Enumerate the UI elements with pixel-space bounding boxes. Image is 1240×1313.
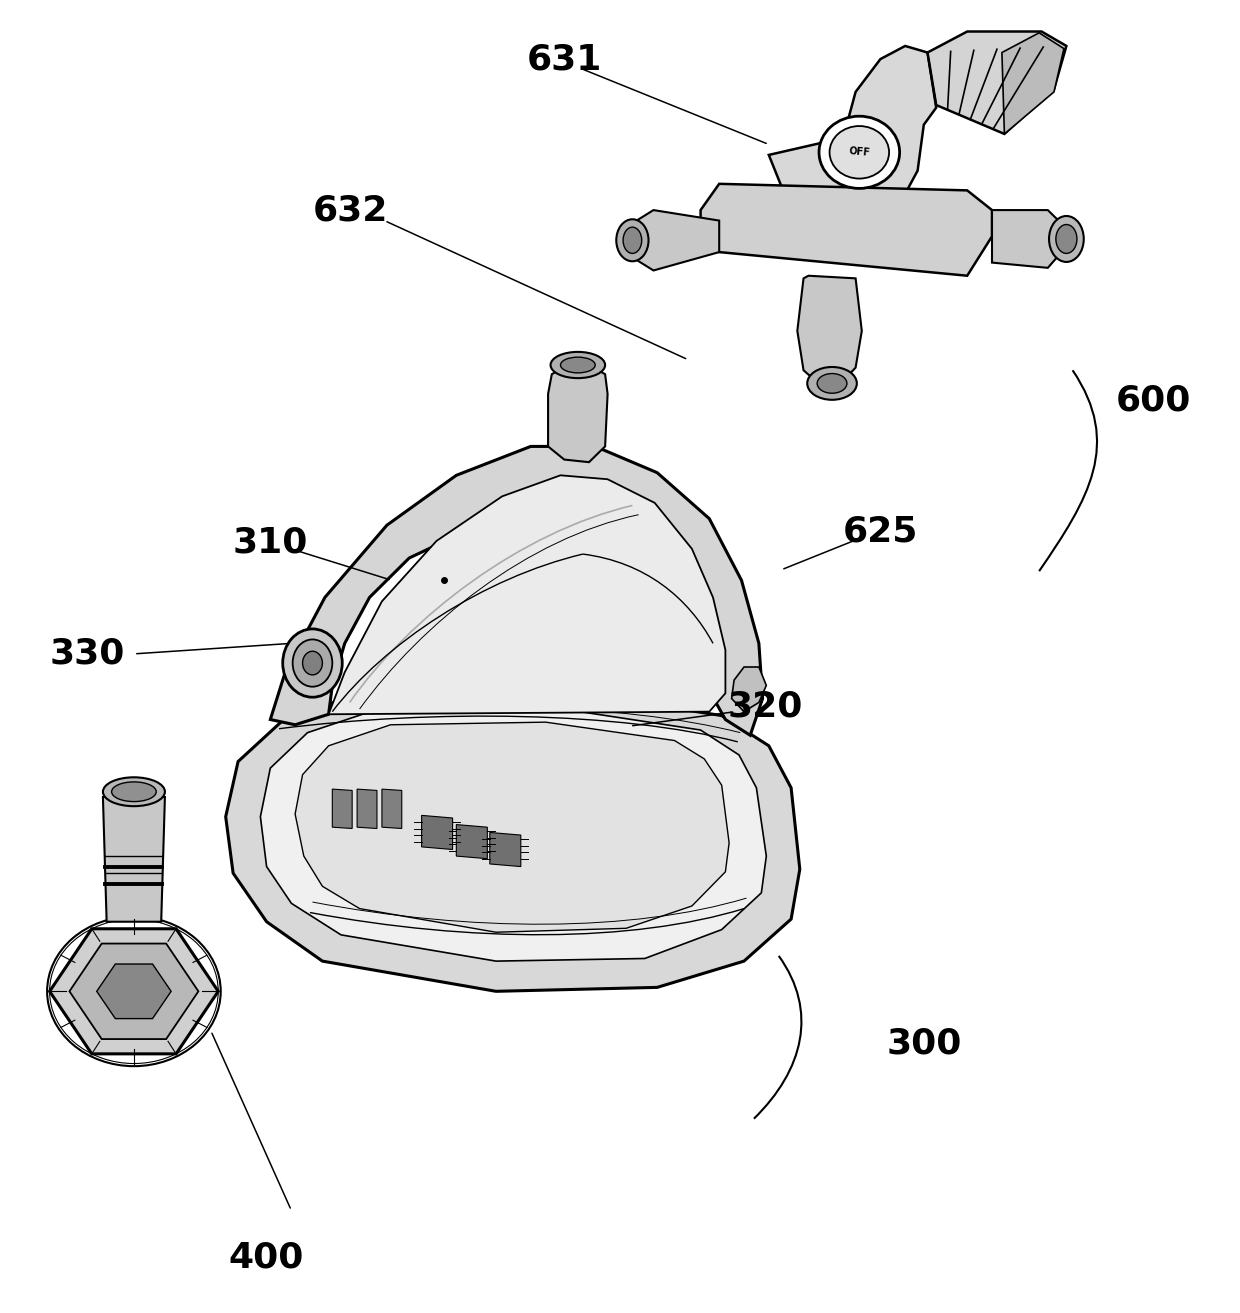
Polygon shape bbox=[97, 964, 171, 1019]
Polygon shape bbox=[329, 475, 725, 714]
Text: 320: 320 bbox=[728, 689, 802, 723]
Polygon shape bbox=[797, 276, 862, 383]
Text: OFF: OFF bbox=[848, 146, 870, 159]
Polygon shape bbox=[295, 722, 729, 932]
Ellipse shape bbox=[1049, 217, 1084, 263]
Ellipse shape bbox=[303, 651, 322, 675]
Ellipse shape bbox=[624, 227, 642, 253]
Polygon shape bbox=[456, 825, 487, 859]
Polygon shape bbox=[382, 789, 402, 829]
Ellipse shape bbox=[112, 783, 156, 801]
Ellipse shape bbox=[830, 126, 889, 179]
Polygon shape bbox=[769, 46, 936, 236]
Polygon shape bbox=[357, 789, 377, 829]
Text: 600: 600 bbox=[1116, 383, 1190, 418]
Polygon shape bbox=[490, 832, 521, 867]
Text: 625: 625 bbox=[843, 515, 918, 549]
Ellipse shape bbox=[818, 117, 899, 189]
Ellipse shape bbox=[293, 639, 332, 687]
Polygon shape bbox=[260, 706, 766, 961]
Text: 400: 400 bbox=[229, 1241, 304, 1275]
Ellipse shape bbox=[283, 629, 342, 697]
Polygon shape bbox=[1002, 33, 1064, 134]
Ellipse shape bbox=[1056, 225, 1076, 253]
Polygon shape bbox=[928, 32, 1066, 134]
Ellipse shape bbox=[817, 374, 847, 394]
Ellipse shape bbox=[103, 777, 165, 806]
Text: 310: 310 bbox=[233, 525, 308, 559]
Polygon shape bbox=[332, 789, 352, 829]
Polygon shape bbox=[548, 365, 608, 462]
Ellipse shape bbox=[560, 357, 595, 373]
Polygon shape bbox=[992, 210, 1064, 268]
Polygon shape bbox=[422, 815, 453, 850]
Ellipse shape bbox=[807, 368, 857, 400]
Text: 300: 300 bbox=[887, 1027, 961, 1061]
Polygon shape bbox=[632, 210, 719, 270]
Polygon shape bbox=[103, 797, 165, 922]
Text: 330: 330 bbox=[50, 637, 124, 671]
Polygon shape bbox=[50, 928, 218, 1054]
Ellipse shape bbox=[616, 219, 649, 261]
Polygon shape bbox=[69, 944, 198, 1039]
Polygon shape bbox=[701, 184, 992, 276]
Text: 632: 632 bbox=[314, 193, 388, 227]
Ellipse shape bbox=[551, 352, 605, 378]
Polygon shape bbox=[226, 688, 800, 991]
Polygon shape bbox=[732, 667, 766, 712]
Polygon shape bbox=[270, 446, 763, 735]
Text: 631: 631 bbox=[527, 42, 601, 76]
